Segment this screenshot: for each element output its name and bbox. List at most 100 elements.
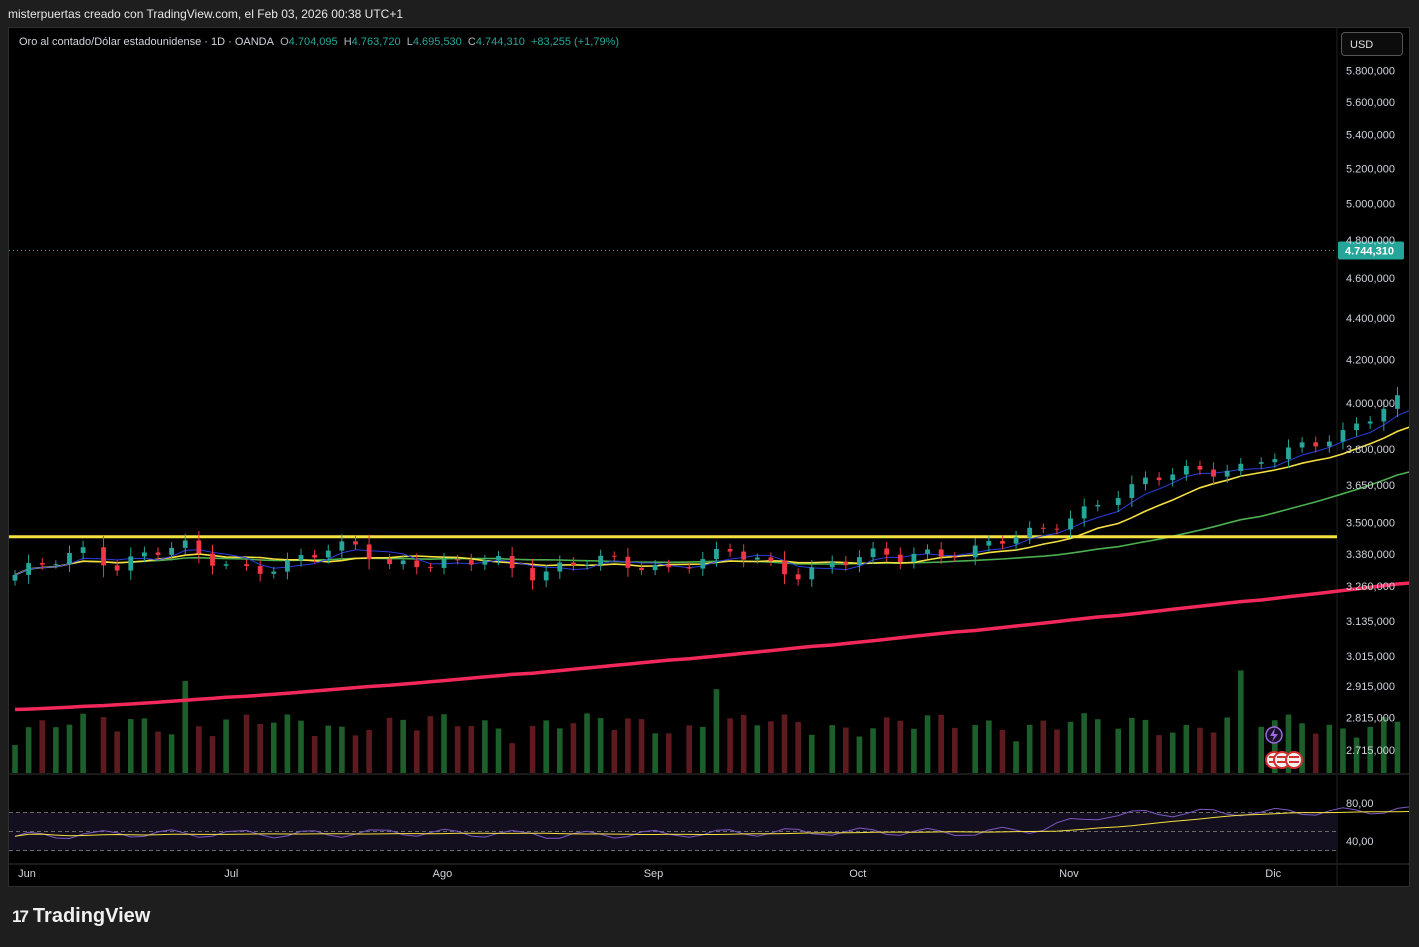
lightning-glyph-icon <box>1270 728 1278 742</box>
volume-bar <box>999 729 1006 773</box>
price-axis-label: 3.500,000 <box>1346 518 1395 530</box>
volume-bar <box>1258 726 1265 773</box>
candle-body <box>312 555 318 558</box>
volume-bar <box>1142 719 1149 773</box>
volume-bar <box>986 720 992 773</box>
candle-body <box>700 559 706 569</box>
candle-body <box>12 574 18 581</box>
volume-bar <box>665 733 672 773</box>
volume-bar <box>625 718 631 773</box>
candle-body <box>714 548 719 560</box>
volume-bar <box>1238 670 1244 773</box>
candle-body <box>339 541 345 551</box>
volume-bar <box>938 714 944 773</box>
volume-bar <box>257 723 263 773</box>
candle-body <box>468 560 474 565</box>
ma-fast-line <box>14 410 1409 576</box>
volume-bar <box>223 719 229 773</box>
candle-body <box>543 571 549 581</box>
price-chart[interactable]: 4.744,310 5.800,000 5.600,000 5.400,000 5.2… <box>9 28 1409 886</box>
candle-body <box>223 564 229 566</box>
candle-body <box>584 564 590 566</box>
flag-stripe <box>1277 761 1287 763</box>
volume-bar <box>182 680 189 773</box>
candle-body <box>652 564 658 571</box>
candle-body <box>353 541 358 545</box>
ma-green-line <box>14 471 1409 576</box>
time-axis-label: Jul <box>224 868 238 880</box>
volume-bar <box>1312 733 1319 773</box>
volume-bar <box>441 714 447 773</box>
candle-body <box>169 547 175 555</box>
price-axis-label: 4.600,000 <box>1346 273 1395 285</box>
candlestick-series <box>12 387 1400 590</box>
volume-bar <box>468 726 475 773</box>
change-value: +83,255 (+1,79%) <box>530 36 620 48</box>
volume-bar <box>482 720 488 773</box>
candle-body <box>1197 465 1203 470</box>
chart-panel[interactable]: 4.744,310 5.800,000 5.600,000 5.400,000 5.2… <box>8 27 1410 887</box>
volume-bar <box>543 720 549 773</box>
candle-body <box>727 548 733 552</box>
low-value: 4.695,530 <box>412 36 462 48</box>
volume-bar <box>80 713 86 773</box>
volume-bar <box>1272 720 1278 773</box>
tradingview-logo[interactable]: 17 TradingView <box>12 905 150 928</box>
candle-body <box>455 559 461 561</box>
candle-body <box>39 563 45 565</box>
volume-bar <box>1156 735 1162 773</box>
candle-body <box>1129 484 1135 499</box>
chart-caption: misterpuertas creado con TradingView.com… <box>8 7 403 21</box>
time-axis-label: Jun <box>18 868 36 880</box>
rsi-line <box>14 806 1409 840</box>
currency-button[interactable]: USD <box>1341 32 1403 56</box>
candle-body <box>1156 477 1162 481</box>
candle-body <box>1183 465 1189 475</box>
candle-body <box>686 567 692 569</box>
candle-body <box>598 555 604 565</box>
volume-bar <box>1054 729 1060 773</box>
candle-body <box>809 567 815 580</box>
price-axis-label: 4.000,000 <box>1346 398 1395 410</box>
volume-bar <box>557 728 563 773</box>
candle-body <box>1143 477 1148 485</box>
candle-body <box>986 541 992 546</box>
candle-body <box>1115 498 1121 505</box>
volume-bar <box>808 734 815 773</box>
candle-body <box>428 567 433 569</box>
candle-body <box>155 552 161 555</box>
ma-fast-path <box>14 410 1409 576</box>
volume-bar <box>270 722 277 773</box>
volume-bar <box>1326 724 1333 773</box>
time-axis-label: Oct <box>849 868 866 880</box>
volume-bar <box>1367 726 1373 773</box>
symbol-title[interactable]: Oro al contado/Dólar estadounidense · 1D… <box>19 36 274 48</box>
rsi-axis-label: 40,00 <box>1346 836 1374 848</box>
volume-bar <box>843 727 849 773</box>
candle-body <box>1095 504 1101 507</box>
volume-bar <box>1394 721 1401 773</box>
rsi-axis-label: 80,00 <box>1346 798 1374 810</box>
volume-bar <box>284 714 291 773</box>
candle-body <box>1367 421 1373 424</box>
last-price-tag <box>1338 241 1404 260</box>
volume-bar <box>897 720 904 773</box>
volume-bar <box>529 725 536 773</box>
volume-bars <box>12 670 1401 773</box>
candle-body <box>182 540 188 548</box>
volume-bar <box>700 726 706 773</box>
candle-body <box>666 564 672 568</box>
flag-stripe <box>1289 756 1299 758</box>
volume-bar <box>1353 737 1360 773</box>
volume-bar <box>727 718 733 773</box>
low-label: L <box>406 36 413 48</box>
rsi-pane: 80,00 40,00 <box>9 798 1409 851</box>
candle-body <box>530 568 535 581</box>
candle-body <box>414 560 420 568</box>
candle-body <box>1313 442 1319 447</box>
tradingview-logo-icon: 17 <box>12 906 29 926</box>
candle-body <box>141 552 147 557</box>
time-axis-label: Dic <box>1265 868 1281 880</box>
last-price-line: 4.744,310 <box>9 241 1404 260</box>
volume-bar <box>325 725 332 773</box>
